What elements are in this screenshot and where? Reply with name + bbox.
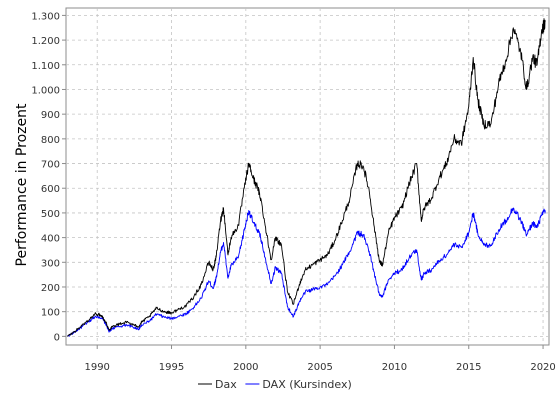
- legend-label: DAX (Kursindex): [262, 378, 351, 391]
- series-line-dax-kursindex: [67, 207, 546, 337]
- y-tick-label: 1.200: [31, 36, 60, 47]
- y-tick-label: 400: [41, 234, 60, 245]
- x-tick-label: 2015: [456, 362, 481, 373]
- x-axis: 1990 1995 2000 2005 2010 2015 2020: [84, 345, 556, 373]
- y-tick-label: 0: [54, 332, 60, 343]
- y-tick-label: 500: [41, 209, 60, 220]
- x-tick-label: 2020: [530, 362, 555, 373]
- y-tick-label: 100: [41, 308, 60, 319]
- y-tick-label: 800: [41, 135, 60, 146]
- y-axis: 0 100 200 300 400 500 600 700 800 900 1.000 1.100 1.…: [31, 11, 66, 343]
- x-tick-label: 1990: [84, 362, 109, 373]
- y-tick-label: 600: [41, 184, 60, 195]
- x-tick-label: 2000: [233, 362, 258, 373]
- plot-area: [65, 7, 550, 346]
- y-tick-label: 1.300: [31, 11, 60, 22]
- series-layer: [67, 18, 546, 337]
- y-tick-label: 900: [41, 110, 60, 121]
- x-tick-label: 2010: [382, 362, 407, 373]
- y-tick-label: 1.000: [31, 85, 60, 96]
- x-tick-label: 1995: [159, 362, 184, 373]
- y-tick-label: 300: [41, 258, 60, 269]
- y-axis-label: Performance in Prozent: [14, 103, 30, 266]
- y-tick-label: 700: [41, 160, 60, 171]
- y-tick-label: 200: [41, 283, 60, 294]
- x-tick-label: 2005: [307, 362, 332, 373]
- legend: Dax DAX (Kursindex): [198, 378, 352, 391]
- grid: [66, 8, 549, 345]
- series-line-dax: [67, 18, 546, 337]
- y-tick-label: 1.100: [31, 61, 60, 72]
- legend-label: Dax: [215, 378, 237, 391]
